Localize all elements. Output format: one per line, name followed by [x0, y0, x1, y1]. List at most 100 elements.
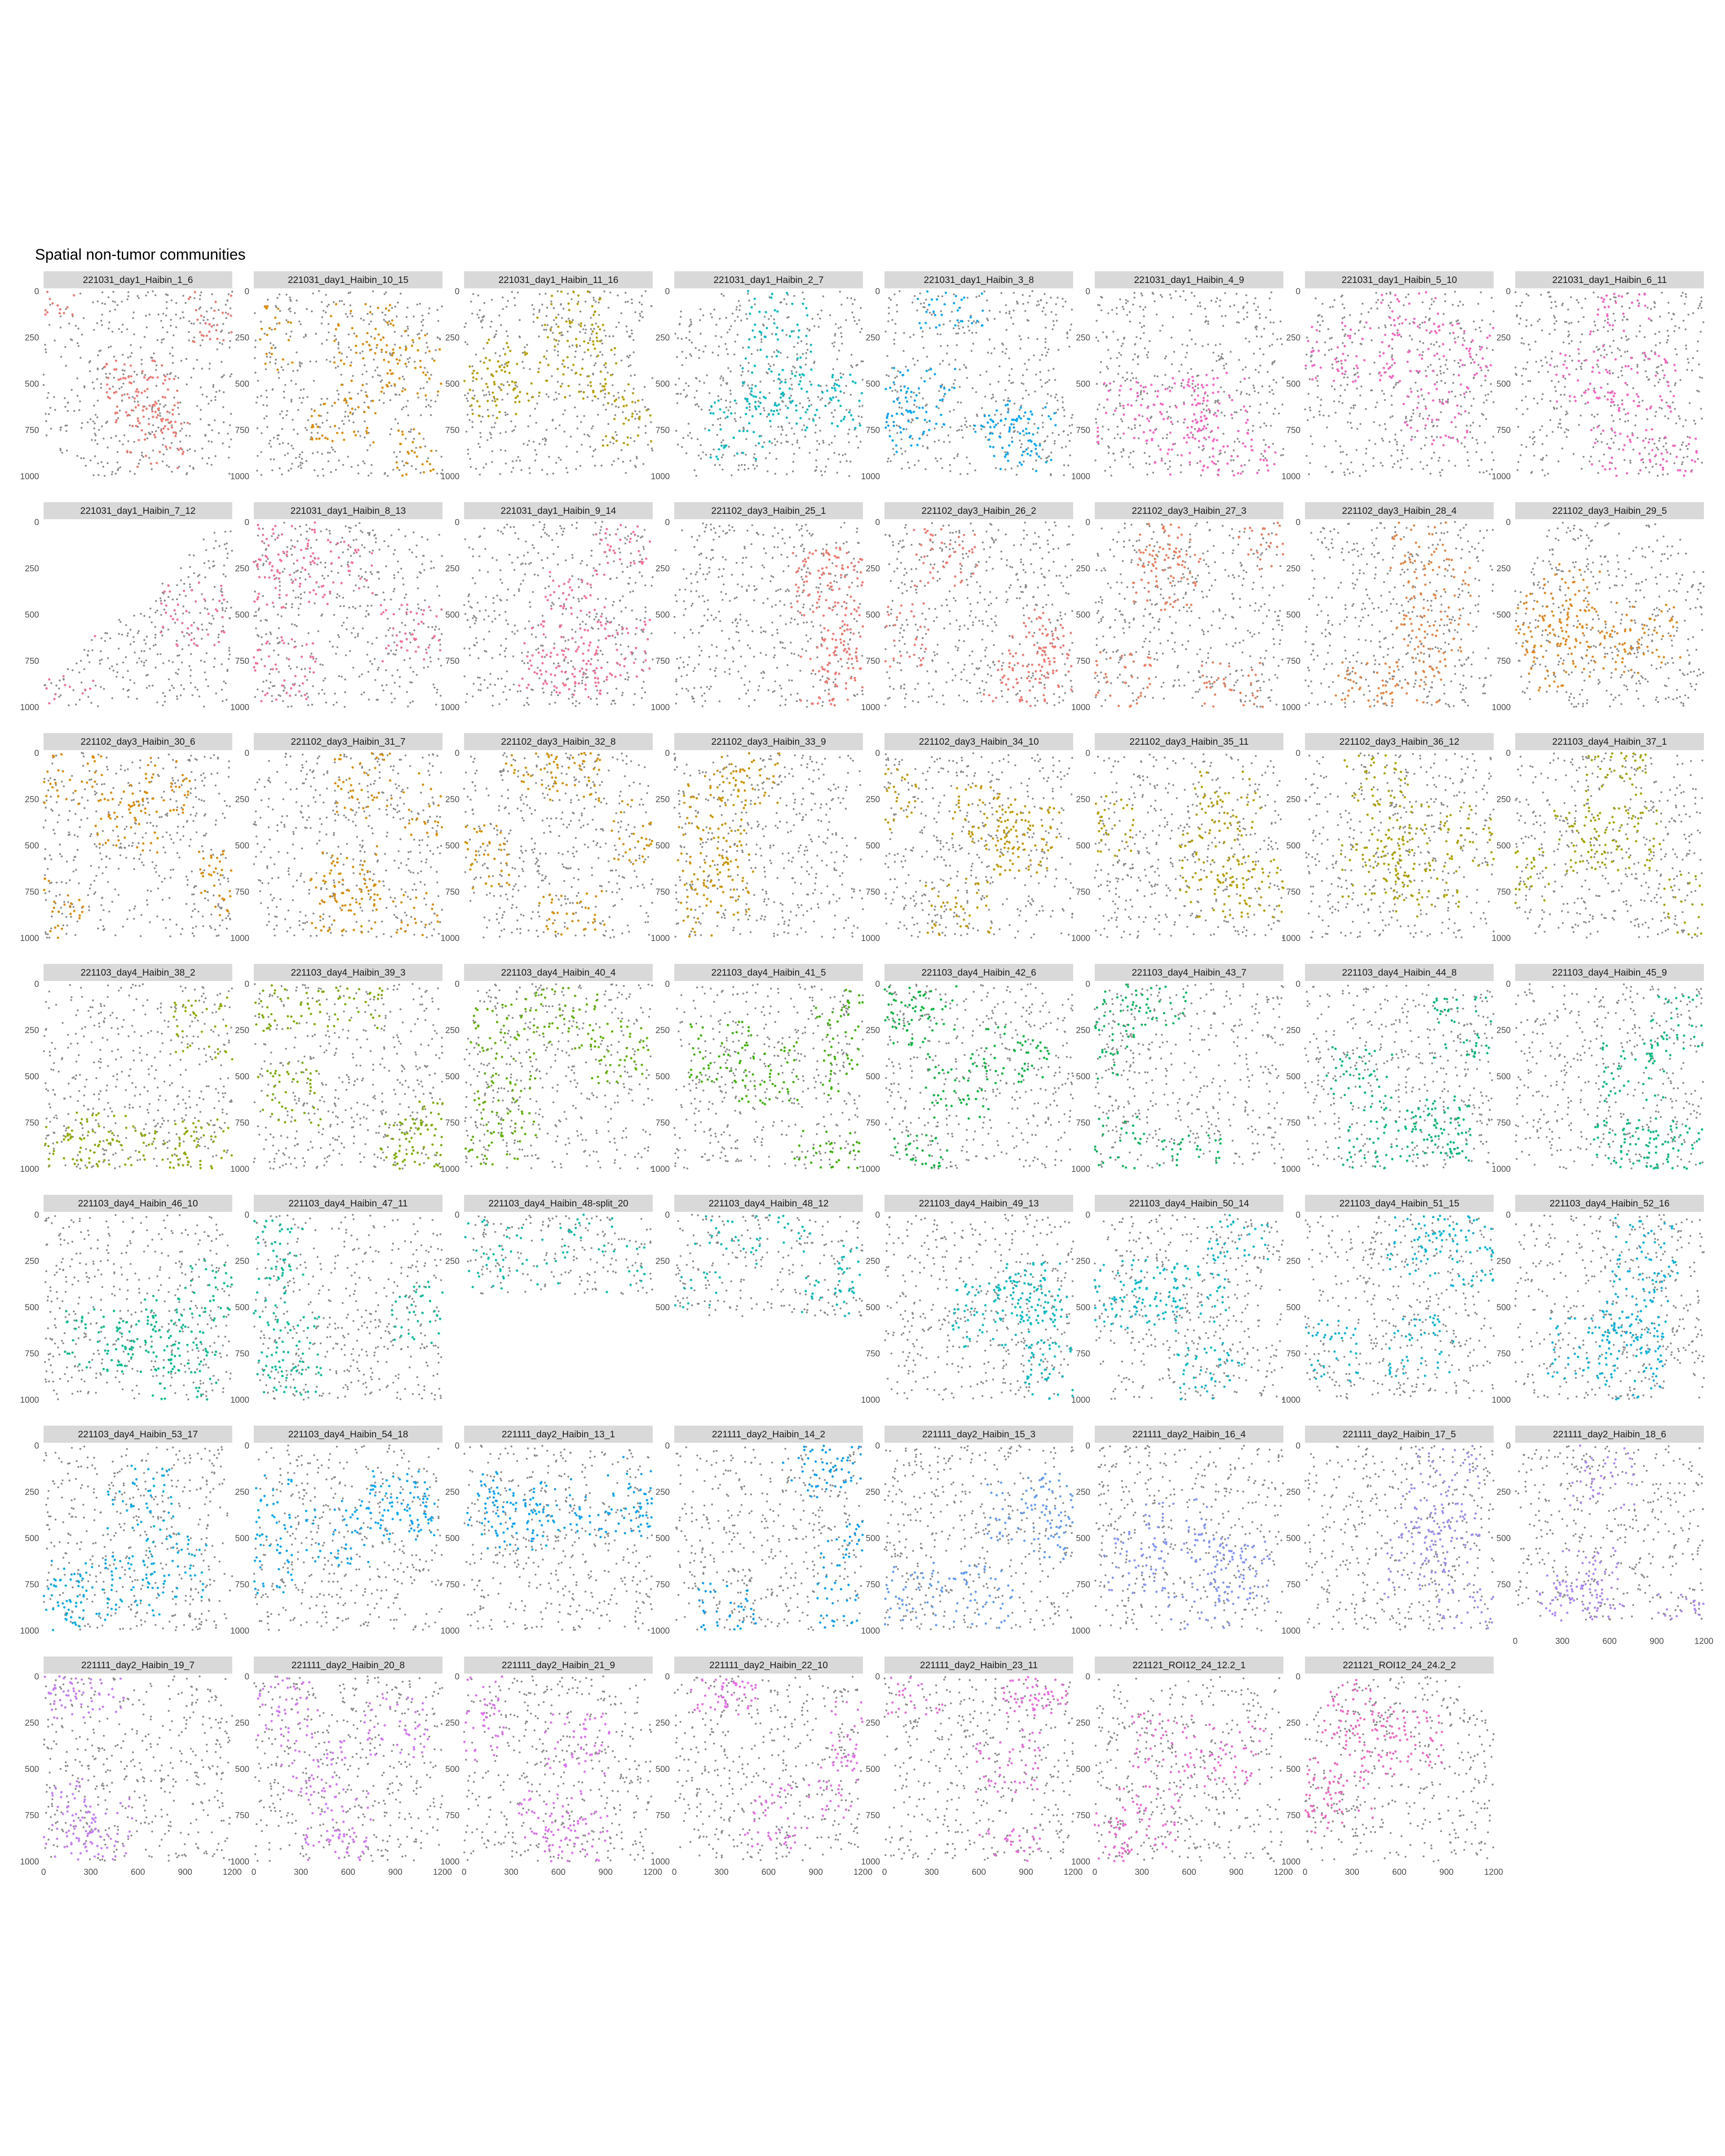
community-point — [315, 437, 318, 440]
cell-point — [111, 473, 113, 476]
cell-point — [1101, 437, 1103, 440]
cell-point — [1702, 321, 1704, 323]
cell-point — [1394, 433, 1397, 436]
cell-point — [1438, 398, 1441, 401]
cell-point — [1444, 382, 1446, 384]
cell-point — [1654, 306, 1656, 308]
cell-point — [1685, 419, 1687, 421]
cell-point — [1120, 451, 1123, 453]
community-point — [1608, 324, 1611, 327]
community-point — [915, 394, 918, 397]
cell-point — [329, 451, 331, 454]
community-point — [1133, 437, 1136, 439]
cell-point — [1412, 412, 1415, 415]
cell-point — [771, 333, 774, 335]
cell-point — [1338, 401, 1340, 403]
cell-point — [141, 363, 143, 365]
community-point — [1611, 390, 1614, 393]
cell-point — [1263, 439, 1265, 441]
cell-point — [189, 586, 191, 588]
community-point — [836, 425, 839, 428]
cell-point — [1632, 387, 1634, 389]
community-point — [1347, 335, 1349, 337]
community-point — [159, 429, 163, 432]
community-point — [1601, 465, 1604, 468]
cell-point — [1070, 323, 1072, 326]
community-point — [754, 401, 757, 403]
cell-point — [1398, 315, 1401, 318]
cell-point — [907, 461, 909, 464]
cell-point — [319, 404, 322, 406]
community-point — [954, 324, 957, 327]
cell-point — [75, 325, 77, 327]
cell-point — [1259, 403, 1262, 406]
cell-point — [437, 336, 439, 339]
cell-point — [1236, 437, 1239, 440]
cell-point — [168, 411, 171, 414]
cell-point — [1050, 311, 1053, 313]
cell-point — [994, 414, 996, 416]
community-point — [1392, 332, 1394, 335]
cell-point — [1279, 338, 1282, 340]
community-point — [129, 451, 132, 454]
cell-point — [214, 396, 217, 398]
community-point — [508, 384, 511, 387]
community-point — [840, 376, 842, 379]
community-point — [1266, 464, 1269, 467]
cell-point — [111, 331, 114, 333]
cell-point — [1177, 420, 1179, 423]
cell-point — [603, 364, 606, 367]
cell-point — [926, 356, 928, 358]
cell-point — [1120, 418, 1122, 420]
cell-point — [1620, 370, 1623, 372]
cell-point — [1676, 353, 1678, 356]
cell-point — [1013, 309, 1015, 312]
cell-point — [1007, 400, 1009, 402]
community-point — [395, 358, 398, 361]
cell-point — [1159, 294, 1162, 296]
cell-point — [390, 428, 393, 430]
cell-point — [1112, 453, 1115, 455]
cell-point — [1243, 305, 1245, 308]
cell-point — [736, 334, 739, 336]
cell-point — [1269, 321, 1272, 323]
community-point — [230, 314, 232, 317]
community-point — [555, 339, 557, 342]
community-point — [1136, 395, 1139, 398]
cell-point — [1576, 299, 1578, 301]
community-point — [148, 377, 150, 380]
cell-point — [1553, 317, 1556, 319]
cell-point — [839, 372, 842, 375]
cell-point — [1667, 417, 1669, 420]
community-point — [389, 304, 391, 306]
cell-point — [97, 354, 99, 357]
cell-point — [1435, 341, 1438, 343]
community-point — [1000, 419, 1003, 422]
cell-point — [1469, 390, 1471, 393]
cell-point — [161, 634, 164, 637]
cell-point — [431, 358, 433, 360]
cell-point — [557, 343, 559, 345]
cell-point — [1044, 347, 1047, 349]
cell-point — [1318, 330, 1321, 332]
cell-point — [316, 451, 319, 453]
community-point — [1262, 459, 1265, 461]
cell-point — [1139, 337, 1141, 340]
cell-point — [337, 347, 340, 349]
cell-point — [1070, 417, 1073, 419]
cell-point — [1008, 357, 1010, 359]
cell-point — [415, 468, 417, 470]
cell-point — [1205, 409, 1208, 412]
cell-point — [1162, 437, 1164, 439]
cell-point — [1096, 383, 1098, 385]
cell-point — [1411, 435, 1413, 438]
cell-point — [325, 294, 327, 296]
community-point — [821, 391, 824, 394]
cell-point — [615, 434, 618, 436]
community-point — [556, 367, 559, 371]
community-point — [1019, 406, 1022, 409]
cell-point — [199, 294, 201, 296]
cell-point — [522, 352, 524, 354]
cell-point — [1311, 347, 1314, 349]
community-point — [500, 389, 502, 391]
